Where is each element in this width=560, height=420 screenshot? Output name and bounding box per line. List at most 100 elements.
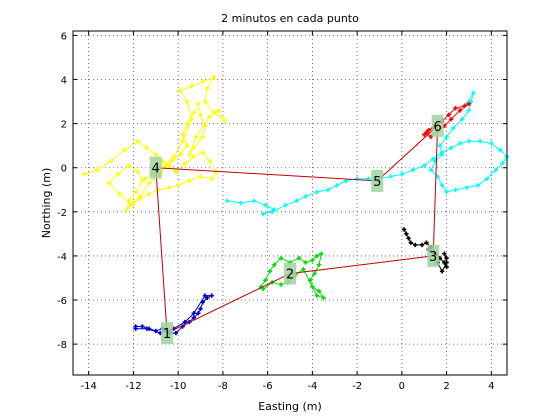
data-point [466, 108, 472, 113]
data-point [422, 132, 427, 137]
data-point [316, 262, 322, 267]
data-point [428, 134, 434, 140]
data-point [213, 169, 219, 175]
data-point [477, 139, 483, 144]
data-point [207, 114, 212, 120]
data-point [500, 161, 505, 166]
data-point [180, 139, 185, 144]
data-point [182, 319, 188, 325]
data-point [278, 282, 284, 287]
data-point [444, 255, 449, 261]
series-layer [81, 75, 510, 336]
data-point [140, 324, 145, 329]
station-marker-box [371, 169, 384, 192]
station-marker: 6 [431, 114, 444, 137]
data-point [453, 105, 458, 111]
x-tick-label: -2 [352, 381, 362, 392]
data-point [191, 311, 197, 316]
data-point [169, 158, 174, 164]
data-point [205, 86, 210, 91]
series-6 [133, 293, 214, 336]
data-point [144, 145, 150, 151]
data-point [272, 207, 277, 212]
x-tick-label: -12 [125, 381, 141, 392]
data-point [135, 139, 141, 144]
data-point [310, 258, 315, 263]
data-point [466, 101, 472, 106]
data-point [189, 83, 194, 89]
data-point [408, 240, 414, 245]
data-point [453, 187, 458, 192]
y-tick-label: -8 [57, 340, 67, 351]
data-point [294, 198, 299, 203]
data-point [446, 112, 452, 117]
y-axis-label: Northing (m) [40, 168, 53, 239]
data-point [209, 293, 214, 298]
data-point [209, 176, 214, 181]
data-point [178, 88, 183, 93]
data-point [124, 207, 129, 212]
data-point [205, 295, 210, 301]
data-point [310, 284, 315, 289]
data-point [428, 167, 434, 173]
station-marker: 3 [427, 244, 440, 267]
station-marker-box [149, 156, 162, 179]
data-point [260, 286, 266, 292]
data-point [126, 198, 132, 203]
station-marker-box [427, 244, 440, 267]
data-point [122, 147, 127, 153]
data-point [439, 183, 445, 188]
data-point [191, 110, 197, 115]
data-point [95, 167, 100, 173]
data-point [142, 176, 147, 181]
x-tick-label: 0 [399, 381, 405, 392]
data-point [462, 103, 467, 109]
data-point [178, 152, 183, 157]
data-point [133, 326, 138, 331]
data-point [498, 147, 503, 153]
data-point [457, 141, 463, 146]
station-marker-box [160, 322, 173, 345]
station-marker-label: 3 [429, 250, 437, 265]
data-point [437, 143, 443, 148]
data-point [187, 152, 192, 157]
data-point [131, 200, 136, 206]
data-point [444, 264, 449, 270]
data-point [191, 154, 197, 159]
data-point [469, 99, 474, 104]
data-point [301, 266, 306, 272]
data-point [314, 253, 320, 259]
data-point [354, 176, 360, 181]
data-point [401, 227, 407, 232]
data-point [493, 167, 499, 173]
data-point [430, 156, 436, 162]
data-point [451, 125, 456, 131]
data-point [263, 277, 268, 283]
data-point [419, 242, 425, 248]
x-tick-label: -8 [218, 381, 228, 392]
data-point [442, 251, 447, 256]
data-point [216, 108, 221, 113]
station-marker-label: 2 [286, 268, 294, 283]
data-point [166, 163, 172, 168]
data-point [200, 150, 205, 155]
data-point [399, 172, 405, 177]
data-point [153, 152, 158, 157]
data-point [184, 99, 190, 104]
station-marker: 4 [149, 156, 162, 179]
data-point [202, 293, 208, 298]
data-point [211, 110, 217, 115]
data-point [137, 194, 143, 199]
data-point [211, 75, 217, 80]
series-line [135, 295, 212, 334]
data-point [319, 251, 324, 256]
data-point [460, 117, 465, 122]
data-point [489, 141, 494, 146]
data-point [464, 185, 469, 190]
data-point [108, 158, 114, 164]
data-point [457, 108, 463, 113]
plot-frame [72, 30, 508, 376]
data-point [184, 143, 190, 148]
x-tick-label: 4 [488, 381, 494, 392]
data-point [334, 183, 340, 188]
